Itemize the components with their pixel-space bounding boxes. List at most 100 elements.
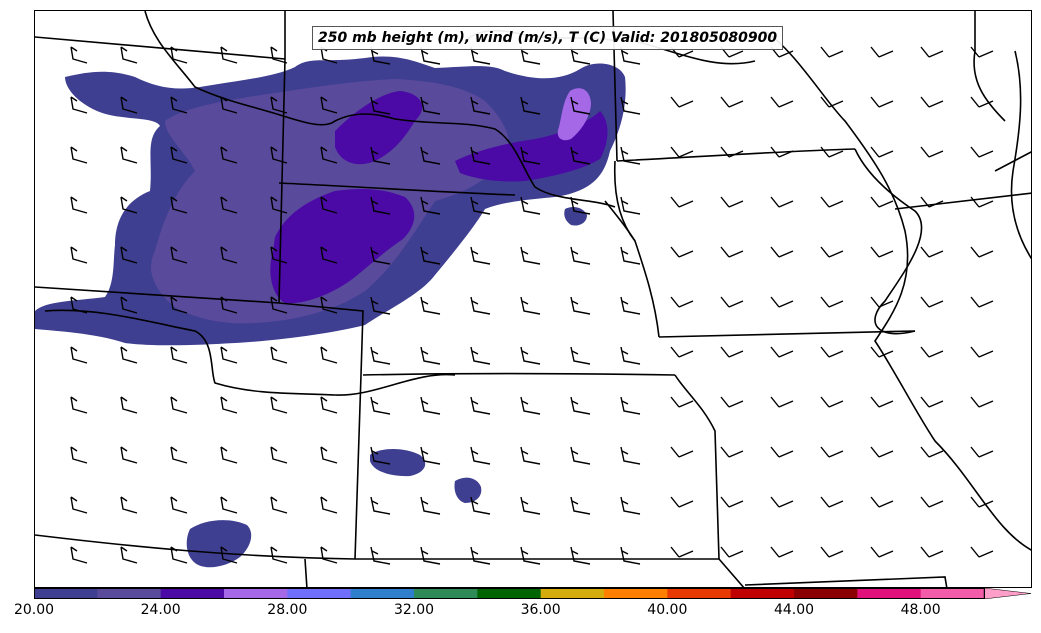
colorbar-tick-label: 20.00: [13, 602, 55, 618]
wind-barb: [270, 146, 288, 164]
shaded-region-blob-2: [454, 477, 482, 503]
wind-barb: [170, 446, 188, 464]
wind-barb: [820, 496, 844, 508]
colorbar-tick-label: 44.00: [773, 602, 815, 618]
shaded-region-blob-3: [186, 520, 252, 568]
state-border: [973, 11, 1006, 122]
wind-barb: [870, 396, 894, 408]
colorbar-swatch: [667, 588, 732, 599]
wind-barb: [420, 46, 441, 65]
wind-barb: [520, 496, 541, 515]
wind-barb: [70, 496, 88, 514]
colorbar-swatch: [97, 588, 162, 599]
colorbar-outline: [34, 588, 985, 599]
wind-barb: [70, 346, 88, 364]
wind-barb: [270, 346, 288, 364]
wind-barb: [120, 446, 138, 464]
wind-barb: [320, 96, 338, 114]
wind-barb: [120, 296, 138, 314]
wind-barb: [70, 246, 88, 264]
wind-barb: [320, 396, 338, 414]
wind-barb: [870, 146, 894, 158]
wind-barb: [470, 496, 491, 515]
state-border: [658, 330, 916, 338]
wind-barb: [270, 296, 288, 314]
wind-barb: [670, 396, 694, 408]
colorbar-swatch: [730, 588, 795, 599]
wind-barb: [120, 46, 138, 64]
wind-barb: [870, 296, 894, 308]
wind-barb: [520, 196, 541, 215]
map-canvas: [35, 11, 1031, 587]
wind-barb: [920, 396, 944, 408]
colorbar-swatch: [857, 588, 922, 599]
wind-barb: [970, 146, 994, 158]
wind-barb: [420, 546, 441, 565]
wind-barb: [670, 96, 694, 108]
wind-barb: [170, 496, 188, 514]
colorbar-swatch: [34, 588, 98, 599]
wind-barb: [870, 46, 894, 58]
wind-barb: [520, 96, 541, 115]
colorbar: [34, 588, 1032, 599]
wind-barb: [470, 346, 491, 365]
river: [144, 11, 616, 208]
state-border: [362, 372, 676, 376]
wind-barb: [70, 296, 88, 314]
wind-barb: [920, 46, 944, 58]
wind-barb: [470, 96, 491, 115]
wind-barb: [520, 296, 541, 315]
colorbar-swatch: [794, 588, 858, 599]
wind-barb: [770, 396, 794, 408]
wind-barb: [270, 96, 288, 114]
colorbar-swatch: [224, 588, 288, 599]
wind-barb: [770, 196, 794, 208]
wind-barb: [270, 246, 288, 264]
wind-barb: [270, 196, 288, 214]
wind-barb: [170, 246, 188, 264]
state-border: [35, 286, 280, 304]
wind-barb: [520, 546, 541, 565]
wind-barb: [120, 546, 138, 564]
wind-barb: [170, 546, 188, 564]
wind-barb: [620, 96, 641, 115]
state-border: [744, 576, 948, 587]
wind-barb: [470, 46, 491, 65]
wind-barb: [770, 496, 794, 508]
wind-barb: [120, 246, 138, 264]
wind-barb: [770, 446, 794, 458]
wind-barb: [920, 246, 944, 258]
wind-barb: [120, 196, 138, 214]
colorbar-swatch: [540, 588, 605, 599]
wind-barb: [470, 246, 491, 265]
wind-barb: [120, 346, 138, 364]
wind-barb: [70, 196, 88, 214]
wind-barb: [970, 346, 994, 358]
wind-barb: [370, 346, 391, 365]
wind-barb: [620, 546, 641, 565]
wind-barb: [720, 196, 744, 208]
colorbar-tick-label: 40.00: [647, 602, 688, 618]
wind-barb: [420, 296, 441, 315]
colorbar-swatch: [414, 588, 478, 599]
shaded-region-blob-4: [564, 207, 587, 226]
wind-barb: [570, 96, 591, 115]
wind-barb: [870, 246, 894, 258]
wind-barb: [220, 196, 238, 214]
wind-barb: [870, 446, 894, 458]
wind-barb: [120, 496, 138, 514]
wind-barb: [920, 296, 944, 308]
wind-barb: [70, 146, 88, 164]
wind-barb: [220, 346, 238, 364]
wind-barb: [670, 246, 694, 258]
wind-barb: [970, 46, 994, 58]
wind-barbs: [70, 46, 994, 565]
wind-barb: [820, 346, 844, 358]
wind-barb: [370, 396, 391, 415]
wind-barb: [670, 546, 694, 558]
wind-barb: [570, 446, 591, 465]
wind-barb: [320, 446, 338, 464]
state-border: [718, 558, 745, 587]
wind-barb: [870, 346, 894, 358]
wind-barb: [520, 146, 541, 165]
